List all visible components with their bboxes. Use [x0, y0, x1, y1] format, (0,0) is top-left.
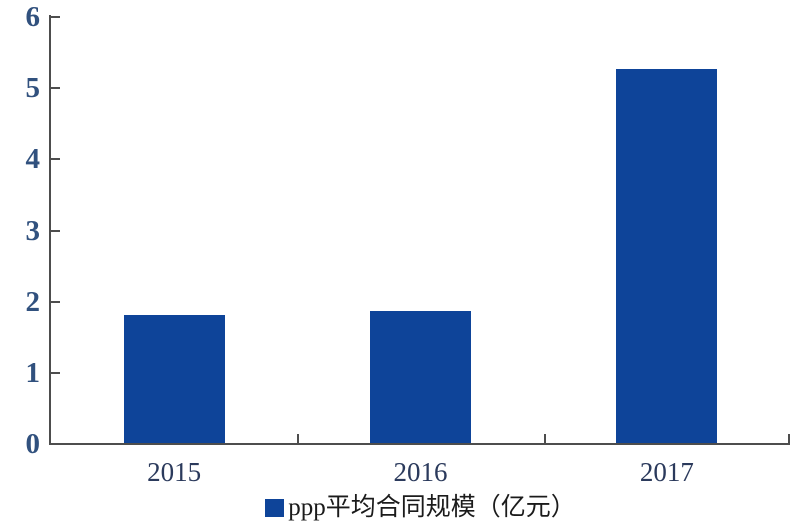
x-tick	[543, 434, 546, 443]
y-tick	[51, 229, 60, 232]
bar-2017	[616, 69, 718, 443]
y-axis-line	[49, 15, 51, 445]
legend: ppp平均合同规模（亿元）	[51, 492, 790, 524]
legend-swatch-icon	[265, 499, 285, 517]
y-tick	[51, 158, 60, 161]
legend-label: ppp平均合同规模（亿元）	[288, 494, 576, 521]
y-tick-label: 0	[25, 428, 41, 460]
bar-2015	[123, 314, 225, 443]
x-tick	[297, 434, 300, 443]
y-tick	[51, 443, 60, 445]
y-tick-label: 4	[25, 143, 41, 176]
x-tick-label: 2016	[393, 457, 448, 487]
y-tick-label: 5	[25, 72, 41, 105]
y-tick-label: 6	[25, 1, 41, 33]
x-tick-label: 2015	[147, 457, 202, 487]
y-tick	[51, 87, 60, 90]
y-tick	[51, 16, 60, 18]
y-tick	[51, 371, 60, 374]
x-axis-line	[49, 443, 790, 445]
y-tick-label: 3	[25, 214, 41, 247]
x-tick	[788, 434, 790, 443]
y-tick	[51, 300, 60, 303]
bar-2016	[370, 310, 471, 443]
y-tick-label: 2	[25, 285, 41, 318]
y-tick-label: 1	[25, 356, 41, 389]
x-tick-label: 2017	[639, 457, 694, 487]
